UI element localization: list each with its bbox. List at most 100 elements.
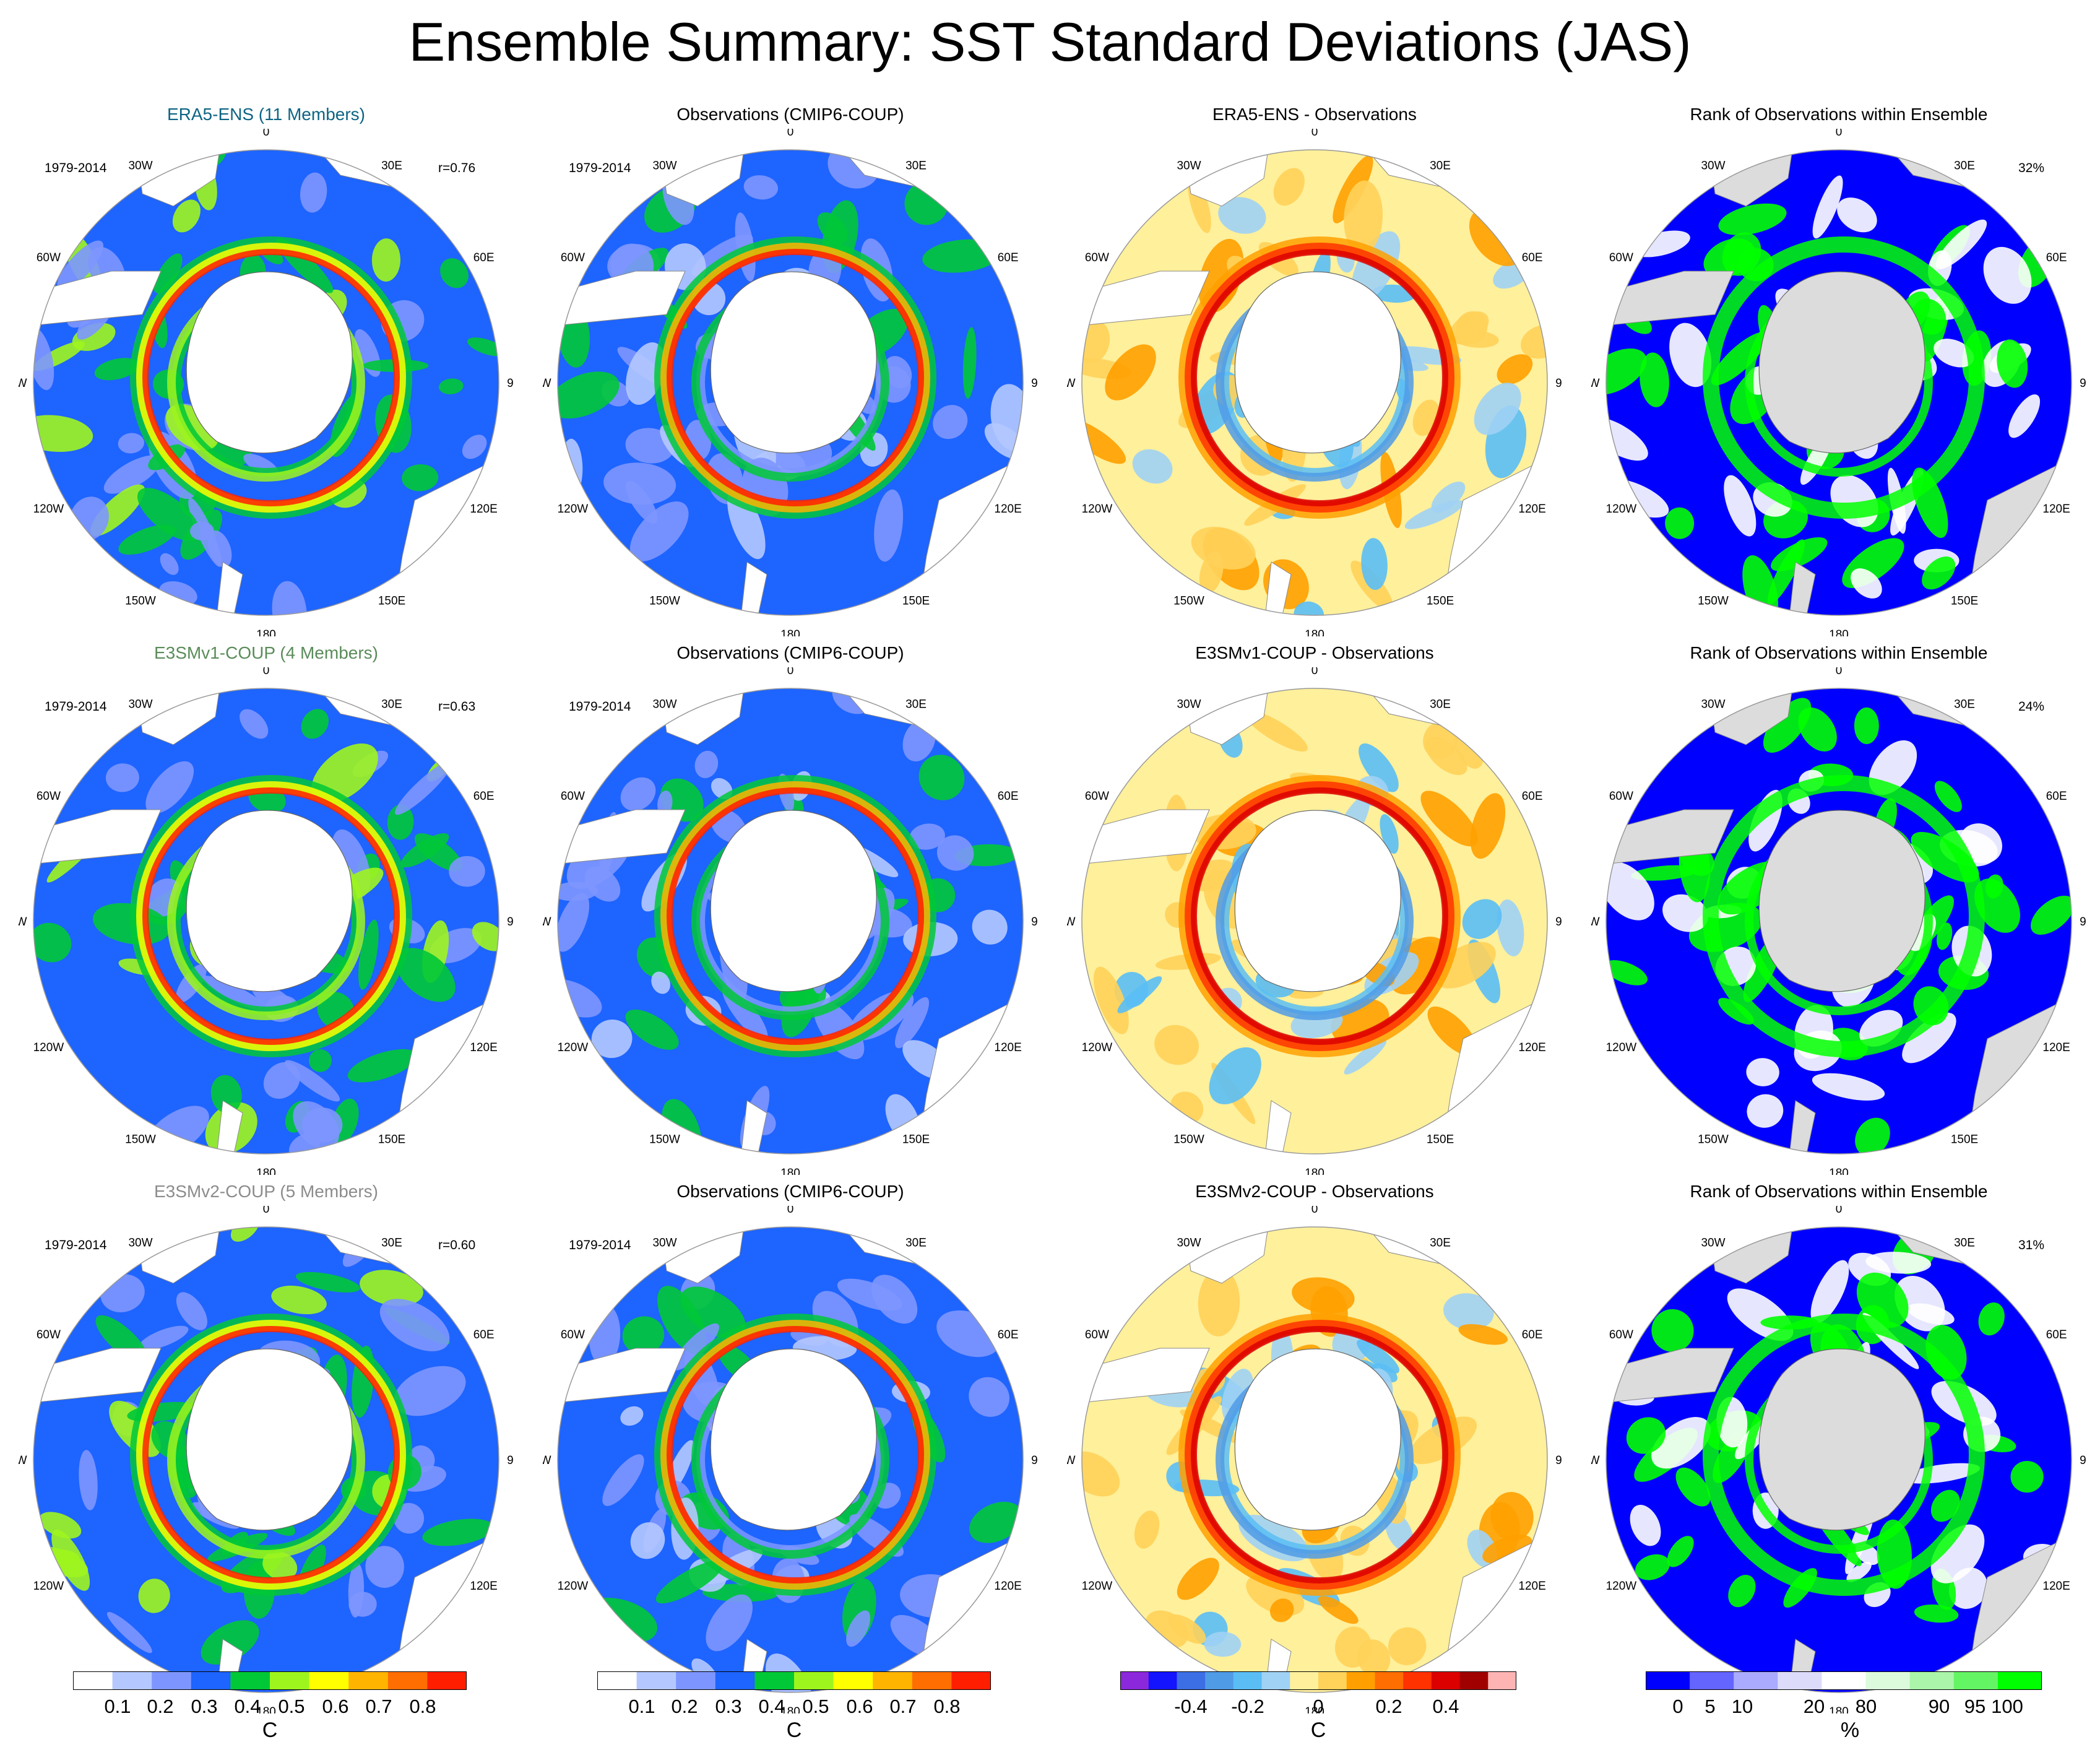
longitude-label: 180 [1305, 628, 1324, 636]
antarctica-land [186, 1348, 353, 1531]
longitude-label: 90W [1591, 916, 1600, 929]
longitude-label: 120E [470, 1041, 497, 1054]
colorbar-swatch [73, 1671, 113, 1690]
rank-percent-label: 32% [2018, 161, 2045, 175]
longitude-label: 60W [561, 790, 585, 803]
antarctica-land [710, 271, 877, 454]
field-blob [1082, 1451, 1120, 1497]
longitude-label: 150E [1951, 595, 1978, 608]
longitude-label: 60E [473, 251, 495, 264]
longitude-label: 30E [1954, 1236, 1975, 1249]
longitude-label: 150E [902, 595, 930, 608]
longitude-label: 90W [1591, 377, 1600, 390]
acc-front-band [142, 1326, 400, 1583]
longitude-label: 60W [37, 790, 61, 803]
field-blob [883, 356, 912, 389]
field-blob [263, 1062, 300, 1099]
field-blob [933, 405, 968, 440]
panel-obs-row1: Observations (CMIP6-COUP) 1979-2014 0 30E… [543, 104, 1038, 636]
outer-land [33, 1348, 162, 1405]
longitude-label: 60W [1085, 790, 1109, 803]
longitude-label: 30E [1954, 159, 1975, 172]
colorbar-swatch [1205, 1671, 1234, 1690]
panel-diff-row2: E3SMv1-COUP - Observations 0 30E 60E 90E 120… [1067, 643, 1562, 1175]
field-blob [1177, 1557, 1219, 1600]
longitude-label: 90E [2080, 377, 2086, 390]
field-blob [1669, 323, 1712, 388]
panel-rank-row3: Rank of Observations within Ensemble 31%… [1591, 1181, 2086, 1713]
colorbar-swatch [1346, 1671, 1375, 1690]
panel-title: E3SMv2-COUP - Observations [1195, 1182, 1434, 1201]
field-blob [1718, 997, 1754, 1025]
field-blob [972, 909, 1008, 945]
colorbar-swatch [1953, 1671, 1998, 1690]
polar-map: 030E60E90E120E150E180150W120W90W60W30W [1067, 1206, 1562, 1713]
colorbar-swatch [1233, 1671, 1263, 1690]
field-blob [1651, 1417, 1711, 1469]
field-blob [1318, 1596, 1359, 1624]
field-blob [272, 581, 307, 615]
antarctica-land [710, 810, 877, 992]
longitude-label: 0 [1836, 1206, 1843, 1216]
field-blob [33, 327, 54, 391]
field-blob [1662, 894, 1708, 932]
colorbar-unit: C [262, 1718, 278, 1742]
field-blob [1462, 899, 1502, 939]
polar-map: 030E60E90E120E150E180150W120W90W60W30W [19, 667, 514, 1175]
longitude-label: 150W [649, 1133, 680, 1146]
colorbar-sd-model: 0.1 0.2 0.3 0.4 0.5 0.6 0.7 0.8 C [73, 1671, 467, 1758]
longitude-label: 120E [1518, 1580, 1545, 1593]
colorbar-unit: C [1310, 1718, 1326, 1742]
field-blob [558, 893, 590, 952]
colorbar-swatch [1909, 1671, 1955, 1690]
colorbar-swatch [1375, 1671, 1404, 1690]
map-boundary [1605, 688, 2072, 1154]
panel-model-row3: E3SMv2-COUP (5 Members) 1979-2014 r=0.60… [19, 1181, 514, 1713]
antarctica-land [1234, 1348, 1401, 1531]
field-blob [271, 1285, 327, 1315]
field-blob [210, 1075, 242, 1114]
longitude-label: 150E [1427, 595, 1454, 608]
longitude-label: 180 [256, 1705, 276, 1713]
colorbar-tick-label: 0.7 [889, 1696, 917, 1717]
field-blob [1665, 507, 1695, 539]
antarctica-land [1234, 810, 1401, 992]
field-blob [1865, 1252, 1932, 1274]
longitude-label: 0 [263, 129, 270, 139]
map-boundary [1081, 688, 1548, 1154]
field-blob [1431, 482, 1466, 513]
map-boundary [33, 149, 499, 616]
field-blob [309, 1049, 332, 1072]
field-blob [400, 833, 449, 868]
longitude-label: 90W [1591, 1454, 1600, 1467]
field-blob [1746, 1058, 1779, 1086]
longitude-label: 90E [507, 377, 514, 390]
field-blob [1134, 1510, 1160, 1549]
colorbar-swatch [1261, 1671, 1290, 1690]
field-blob [1934, 339, 1974, 368]
panel-rank-row1: Rank of Observations within Ensemble 32%… [1591, 104, 2086, 636]
colorbar-swatch [1865, 1671, 1911, 1690]
map-boundary [557, 1226, 1024, 1693]
field-blob [1344, 180, 1383, 255]
outer-land [33, 271, 162, 327]
longitude-label: 60E [1522, 1328, 1543, 1341]
field-blob [694, 750, 719, 778]
field-blob [1334, 1626, 1372, 1668]
field-blob [1630, 1504, 1661, 1546]
field-blob [371, 238, 400, 282]
outer-land [1606, 1348, 1734, 1405]
panel-model-row1: ERA5-ENS (11 Members) 1979-2014 r=0.76 0… [19, 104, 514, 636]
acc-front-band [660, 1320, 930, 1590]
field-blob [603, 462, 676, 505]
longitude-label: 30W [1701, 159, 1725, 172]
field-blob [969, 1377, 1009, 1417]
field-blob [1361, 538, 1388, 591]
field-blob [1722, 232, 1761, 276]
field-blob [240, 709, 269, 739]
field-blob [1914, 1604, 1959, 1623]
field-blob [655, 1560, 724, 1604]
field-blob [1667, 1536, 1694, 1567]
field-blob [1922, 556, 1956, 590]
longitude-label: 30E [381, 159, 402, 172]
